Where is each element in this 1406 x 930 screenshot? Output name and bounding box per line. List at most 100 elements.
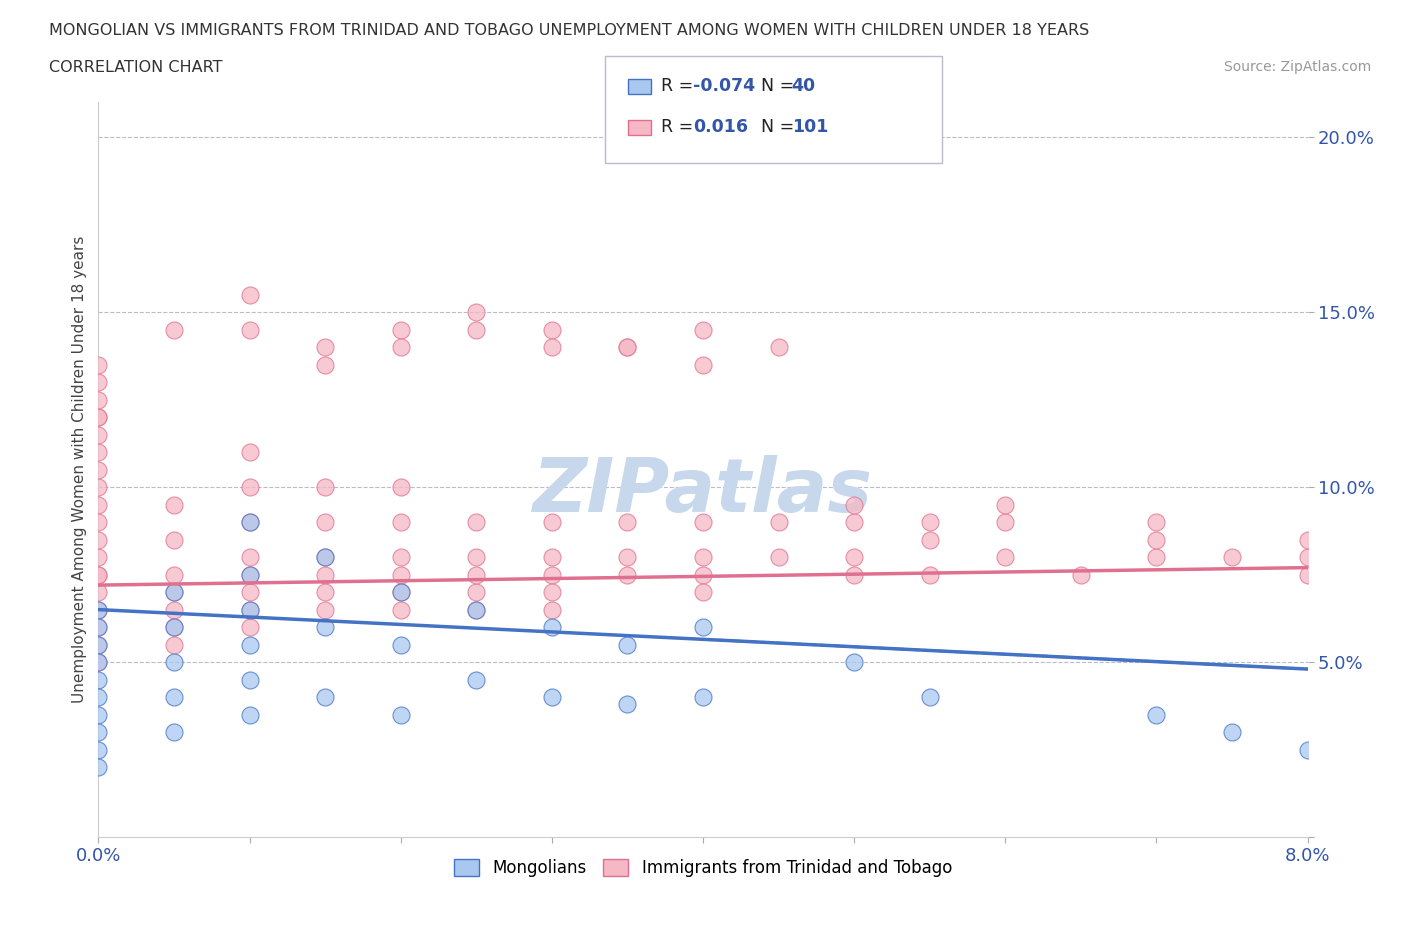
Point <box>87 550 110 565</box>
Point <box>692 514 714 529</box>
Point <box>87 655 110 670</box>
Point <box>692 585 714 600</box>
Point <box>87 619 110 634</box>
Point <box>692 357 714 372</box>
Point <box>239 514 262 529</box>
Point <box>389 707 412 722</box>
Point <box>465 305 488 320</box>
Point <box>163 585 186 600</box>
Point <box>163 585 186 600</box>
Point <box>465 514 488 529</box>
Point <box>616 339 638 354</box>
Legend: Mongolians, Immigrants from Trinidad and Tobago: Mongolians, Immigrants from Trinidad and… <box>447 852 959 883</box>
Point <box>389 323 412 338</box>
Text: 40: 40 <box>792 77 815 96</box>
Point <box>163 567 186 582</box>
Point <box>844 567 866 582</box>
Point <box>239 567 262 582</box>
Point <box>918 514 941 529</box>
Point <box>239 602 262 617</box>
Point <box>918 690 941 705</box>
Point <box>768 514 790 529</box>
Point <box>87 619 110 634</box>
Point <box>163 619 186 634</box>
Point <box>389 480 412 495</box>
Point <box>844 550 866 565</box>
Point <box>239 480 262 495</box>
Point <box>314 339 336 354</box>
Point <box>87 724 110 739</box>
Point <box>314 602 336 617</box>
Point <box>239 672 262 687</box>
Point <box>389 585 412 600</box>
Point <box>692 323 714 338</box>
Point <box>314 690 336 705</box>
Point <box>465 567 488 582</box>
Point <box>692 690 714 705</box>
Point <box>1146 550 1168 565</box>
Point <box>163 532 186 547</box>
Text: R =: R = <box>661 118 699 137</box>
Point <box>389 550 412 565</box>
Text: ZIPatlas: ZIPatlas <box>533 455 873 528</box>
Point <box>87 392 110 407</box>
Point <box>87 427 110 442</box>
Point <box>239 287 262 302</box>
Point <box>389 602 412 617</box>
Point <box>239 707 262 722</box>
Point <box>1220 550 1243 565</box>
Point <box>1220 724 1243 739</box>
Text: N =: N = <box>761 118 800 137</box>
Point <box>1296 550 1319 565</box>
Point <box>465 585 488 600</box>
Point <box>540 323 562 338</box>
Point <box>389 567 412 582</box>
Point <box>1296 532 1319 547</box>
Point <box>465 602 488 617</box>
Point <box>239 445 262 459</box>
Point <box>389 339 412 354</box>
Text: CORRELATION CHART: CORRELATION CHART <box>49 60 222 75</box>
Point <box>994 498 1017 512</box>
Point <box>87 585 110 600</box>
Y-axis label: Unemployment Among Women with Children Under 18 years: Unemployment Among Women with Children U… <box>72 236 87 703</box>
Point <box>768 339 790 354</box>
Point <box>314 480 336 495</box>
Point <box>540 602 562 617</box>
Point <box>87 462 110 477</box>
Text: MONGOLIAN VS IMMIGRANTS FROM TRINIDAD AND TOBAGO UNEMPLOYMENT AMONG WOMEN WITH C: MONGOLIAN VS IMMIGRANTS FROM TRINIDAD AN… <box>49 23 1090 38</box>
Point <box>163 619 186 634</box>
Point <box>389 514 412 529</box>
Point <box>87 445 110 459</box>
Point <box>239 567 262 582</box>
Point <box>87 567 110 582</box>
Point <box>389 585 412 600</box>
Point <box>616 637 638 652</box>
Point <box>465 672 488 687</box>
Point <box>87 760 110 775</box>
Point <box>1146 532 1168 547</box>
Point <box>1296 742 1319 757</box>
Point <box>87 655 110 670</box>
Text: N =: N = <box>761 77 800 96</box>
Point <box>540 619 562 634</box>
Point <box>87 707 110 722</box>
Point <box>616 697 638 711</box>
Point <box>87 375 110 390</box>
Point <box>540 567 562 582</box>
Point <box>1296 567 1319 582</box>
Point <box>616 550 638 565</box>
Point <box>616 514 638 529</box>
Point <box>844 498 866 512</box>
Point <box>314 550 336 565</box>
Point <box>87 690 110 705</box>
Point <box>314 619 336 634</box>
Point <box>163 690 186 705</box>
Point <box>540 585 562 600</box>
Point <box>540 339 562 354</box>
Point <box>994 514 1017 529</box>
Point <box>239 323 262 338</box>
Point <box>844 514 866 529</box>
Point <box>918 567 941 582</box>
Point <box>465 323 488 338</box>
